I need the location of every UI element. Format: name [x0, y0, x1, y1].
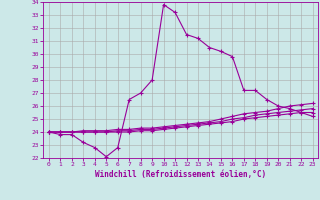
- X-axis label: Windchill (Refroidissement éolien,°C): Windchill (Refroidissement éolien,°C): [95, 170, 266, 179]
